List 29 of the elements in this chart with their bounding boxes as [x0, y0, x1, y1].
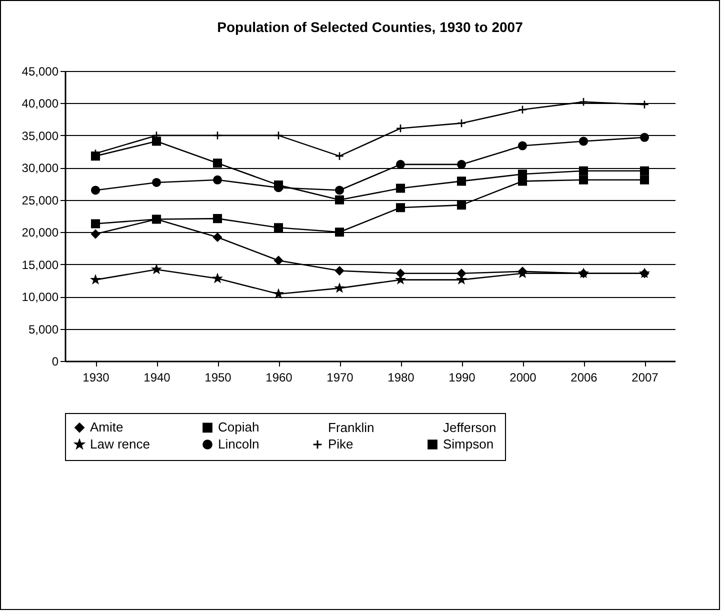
x-tick-label: 1950 — [204, 370, 232, 384]
x-tick-label: 1940 — [144, 370, 171, 384]
legend-label: Lincoln — [218, 436, 260, 452]
x-tick-label: 2000 — [510, 370, 537, 384]
y-tick-label: 25,000 — [22, 193, 59, 208]
y-tick-label: 15,000 — [22, 258, 59, 272]
y-tick-label: 35,000 — [22, 128, 59, 143]
y-tick-label: 20,000 — [22, 226, 59, 240]
y-tick-label: 0 — [52, 354, 59, 368]
legend-label: Amite — [90, 420, 124, 435]
x-tick-label: 1930 — [82, 370, 110, 384]
legend-label: Pike — [328, 436, 354, 452]
legend-label: Law rence — [90, 436, 150, 452]
x-tick-label: 1990 — [448, 370, 476, 384]
legend-label: Copiah — [218, 420, 260, 435]
y-tick-label: 40,000 — [22, 96, 59, 111]
x-tick-label: 2007 — [632, 370, 659, 384]
y-tick-label: 5,000 — [28, 322, 59, 336]
text: Franklin — [328, 420, 374, 435]
x-tick-label: 1980 — [388, 370, 415, 384]
y-tick-label: 10,000 — [22, 290, 59, 304]
y-tick-label: 30,000 — [22, 161, 59, 176]
x-tick-label: 1960 — [266, 370, 293, 384]
y-tick-label: 45,000 — [22, 64, 59, 78]
x-tick-label: 2006 — [570, 370, 598, 384]
chart-title: Population of Selected Counties, 1930 to 2007 — [217, 19, 524, 35]
text: Jefferson — [443, 420, 496, 435]
legend-label: Simpson — [443, 436, 494, 452]
x-tick-label: 1970 — [326, 370, 354, 384]
